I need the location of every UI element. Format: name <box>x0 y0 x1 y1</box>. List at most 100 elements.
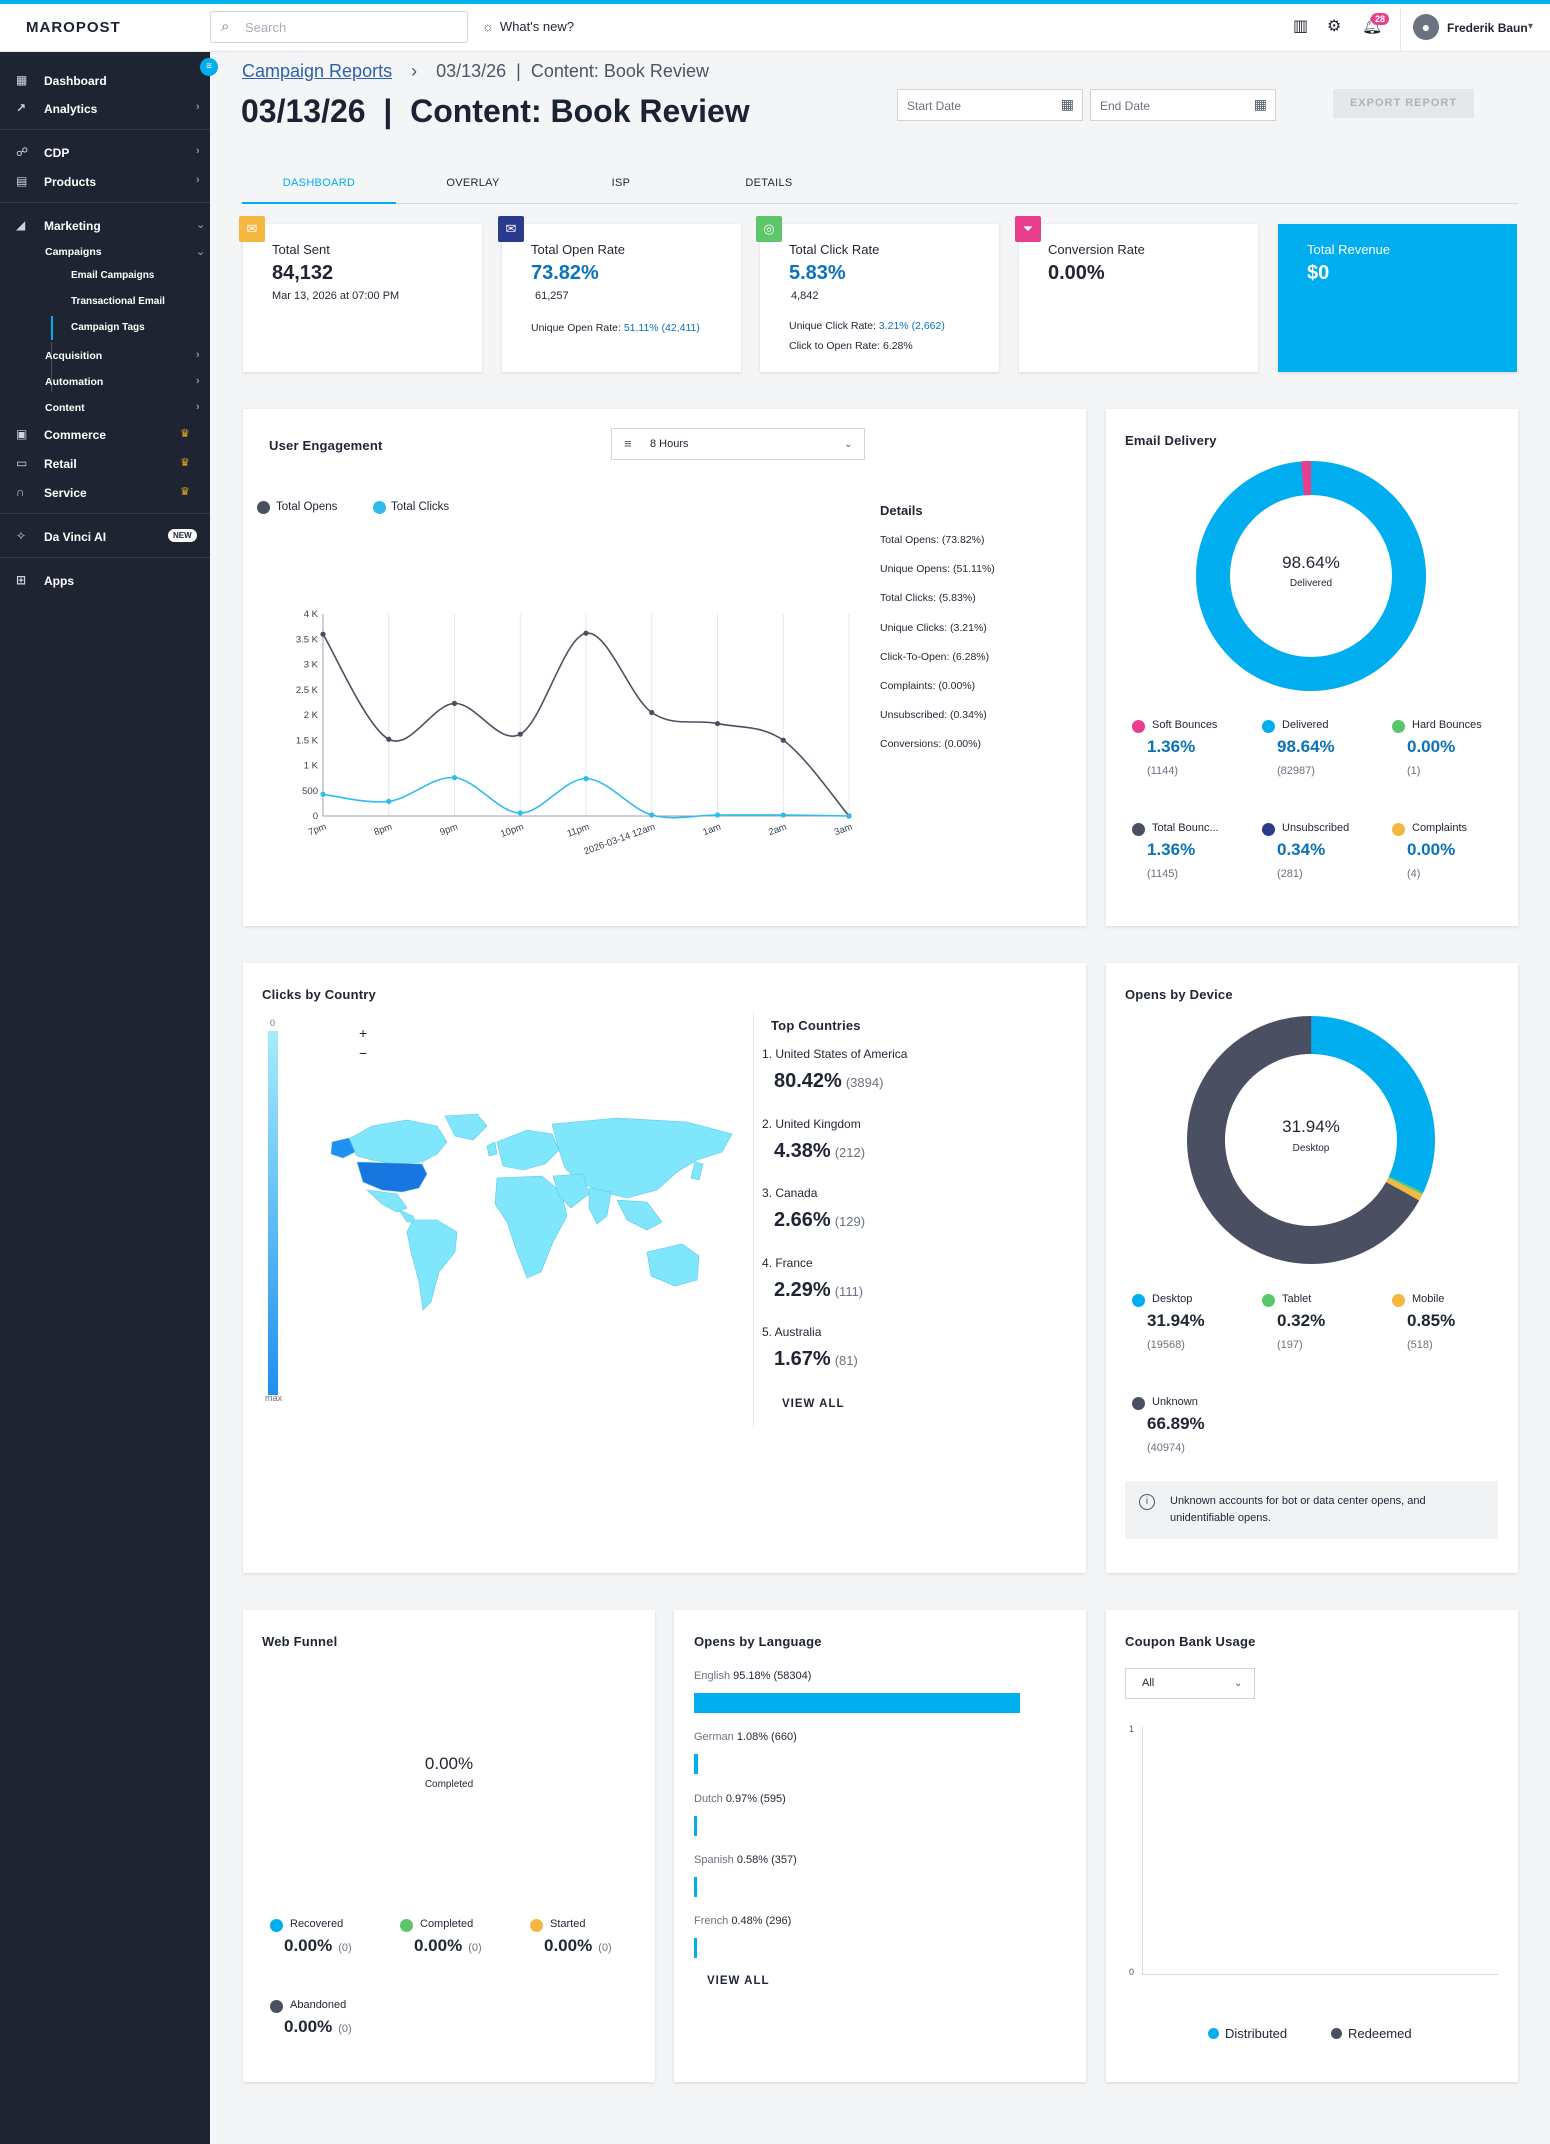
export-report-button[interactable]: EXPORT REPORT <box>1333 89 1474 118</box>
chevron-right-icon: › <box>196 174 200 186</box>
tree-line <box>51 342 52 392</box>
data-point[interactable] <box>649 709 655 716</box>
language-stat: 0.48% (296) <box>731 1915 792 1928</box>
map-alaska[interactable] <box>330 1137 356 1159</box>
view-all-countries-link[interactable]: VIEW ALL <box>782 1398 845 1410</box>
sidebar-item-retail[interactable]: ▭ Retail ♛ <box>0 453 210 475</box>
map-usa[interactable] <box>356 1161 428 1193</box>
view-all-languages-link[interactable]: VIEW ALL <box>707 1975 770 1987</box>
sidebar-item-products[interactable]: ▤ Products › <box>0 171 210 193</box>
details-item: Unsubscribed: (0.34%) <box>880 709 987 722</box>
map-africa[interactable] <box>494 1175 568 1279</box>
map-middle-east[interactable] <box>552 1173 590 1209</box>
tab-details[interactable]: DETAILS <box>745 177 793 189</box>
map-mexico[interactable] <box>366 1189 408 1213</box>
start-date-field[interactable]: Start Date ▦ <box>897 89 1083 121</box>
coupon-filter-select[interactable]: All ⌄ <box>1125 1668 1255 1699</box>
sidebar-item-marketing[interactable]: ◢ Marketing ⌄ <box>0 215 210 237</box>
whats-new-button[interactable]: ☼ What's new? <box>482 19 574 34</box>
world-map[interactable] <box>327 1112 742 1317</box>
zoom-out-button[interactable]: − <box>359 1045 368 1061</box>
end-date-field[interactable]: End Date ▦ <box>1090 89 1276 121</box>
map-india[interactable] <box>588 1187 612 1225</box>
language-bar <box>694 1876 697 1897</box>
map-europe[interactable] <box>496 1129 560 1171</box>
legend-label[interactable]: Distributed <box>1225 2026 1288 2041</box>
data-point[interactable] <box>714 720 721 727</box>
map-japan[interactable] <box>690 1161 704 1181</box>
data-point[interactable] <box>320 791 326 797</box>
map-russia-asia[interactable] <box>551 1117 733 1199</box>
tab-dashboard[interactable]: DASHBOARD <box>242 172 396 204</box>
sidebar-item-service[interactable]: ∩ Service ♛ <box>0 482 210 504</box>
x-tick-label: 10pm <box>499 821 525 839</box>
data-point[interactable] <box>517 731 523 737</box>
data-point[interactable] <box>386 736 392 742</box>
user-name[interactable]: Frederik Baun <box>1447 21 1528 35</box>
zoom-in-button[interactable]: + <box>359 1025 368 1041</box>
sidebar-item-acquisition[interactable]: Acquisition › <box>0 346 210 366</box>
map-greenland[interactable] <box>444 1113 488 1141</box>
data-point[interactable] <box>780 737 786 743</box>
language-stat: 0.97% (595) <box>725 1792 786 1805</box>
sidebar-item-automation[interactable]: Automation › <box>0 372 210 392</box>
donut-center-label: Delivered <box>1289 578 1333 589</box>
data-point[interactable] <box>517 810 523 816</box>
map-australia[interactable] <box>646 1243 700 1287</box>
avatar[interactable]: ● <box>1413 14 1439 40</box>
metric-label: Completed <box>420 1918 474 1930</box>
data-point[interactable] <box>583 630 589 636</box>
country-name[interactable]: 3. Canada <box>762 1186 818 1201</box>
tab-overlay[interactable]: OVERLAY <box>446 177 500 189</box>
map-south-america[interactable] <box>406 1219 458 1311</box>
data-point[interactable] <box>780 812 786 818</box>
country-name[interactable]: 4. France <box>762 1255 813 1270</box>
data-point[interactable] <box>451 775 458 781</box>
tab-isp[interactable]: ISP <box>611 177 631 189</box>
sidebar-item-content[interactable]: Content › <box>0 398 210 418</box>
data-point[interactable] <box>451 700 458 706</box>
metric-value: 0.00% <box>544 1936 593 1955</box>
sidebar-item-da-vinci-ai[interactable]: ✧ Da Vinci AI NEW <box>0 526 210 548</box>
sidebar-item-campaign-tags[interactable]: Campaign Tags <box>0 316 210 340</box>
legend-label[interactable]: Redeemed <box>1348 2026 1412 2041</box>
book-icon[interactable]: ▥ <box>1293 18 1309 35</box>
sidebar-item-campaigns[interactable]: Campaigns ⌄ <box>0 242 210 262</box>
data-point[interactable] <box>846 813 852 819</box>
data-point[interactable] <box>320 631 326 637</box>
country-name[interactable]: 5. Australia <box>762 1325 822 1340</box>
country-name[interactable]: 2. United Kingdom <box>762 1116 861 1131</box>
sidebar-item-apps[interactable]: ⊞ Apps <box>0 570 210 592</box>
calendar-icon[interactable]: ▦ <box>1060 96 1074 112</box>
donut-segment-tablet[interactable] <box>1186 1015 1436 1265</box>
time-range-select[interactable]: ≡ 8 Hours ⌄ <box>611 428 865 460</box>
breadcrumb-link-campaign-reports[interactable]: Campaign Reports <box>242 61 393 81</box>
sidebar-item-analytics[interactable]: ↗ Analytics › <box>0 98 210 120</box>
select-value: All <box>1142 1677 1155 1689</box>
map-uk[interactable] <box>486 1141 498 1157</box>
legend-label[interactable]: Total Opens <box>276 501 338 513</box>
search-input[interactable]: ⌕ Search <box>210 11 468 43</box>
sidebar-item-dashboard[interactable]: ▦ Dashboard <box>0 70 210 92</box>
data-point[interactable] <box>649 812 655 818</box>
maropost-logo[interactable]: MAROPOST <box>26 19 121 36</box>
legend-label[interactable]: Total Clicks <box>391 501 450 513</box>
donut-segment-unknown[interactable] <box>1186 1015 1436 1265</box>
language-name: Spanish <box>694 1853 734 1866</box>
gear-icon[interactable]: ⚙ <box>1327 18 1342 35</box>
sidebar-collapse-button[interactable]: ≡ <box>200 58 218 76</box>
sidebar-item-cdp[interactable]: ☍ CDP › <box>0 142 210 164</box>
data-point[interactable] <box>583 776 589 782</box>
sidebar-item-transactional-email[interactable]: Transactional Email <box>0 290 210 314</box>
country-name[interactable]: 1. United States of America <box>762 1047 908 1061</box>
country-count: (3894) <box>845 1075 884 1090</box>
legend-dot <box>400 1919 413 1932</box>
sidebar-item-email-campaigns[interactable]: Email Campaigns <box>0 264 210 288</box>
data-point[interactable] <box>386 798 392 804</box>
data-point[interactable] <box>714 812 721 818</box>
chevron-down-icon[interactable]: ▾ <box>1528 21 1534 32</box>
calendar-icon[interactable]: ▦ <box>1253 96 1267 112</box>
map-southeast-asia[interactable] <box>616 1199 663 1231</box>
map-canada[interactable] <box>346 1119 448 1165</box>
sidebar-item-commerce[interactable]: ▣ Commerce ♛ <box>0 424 210 446</box>
